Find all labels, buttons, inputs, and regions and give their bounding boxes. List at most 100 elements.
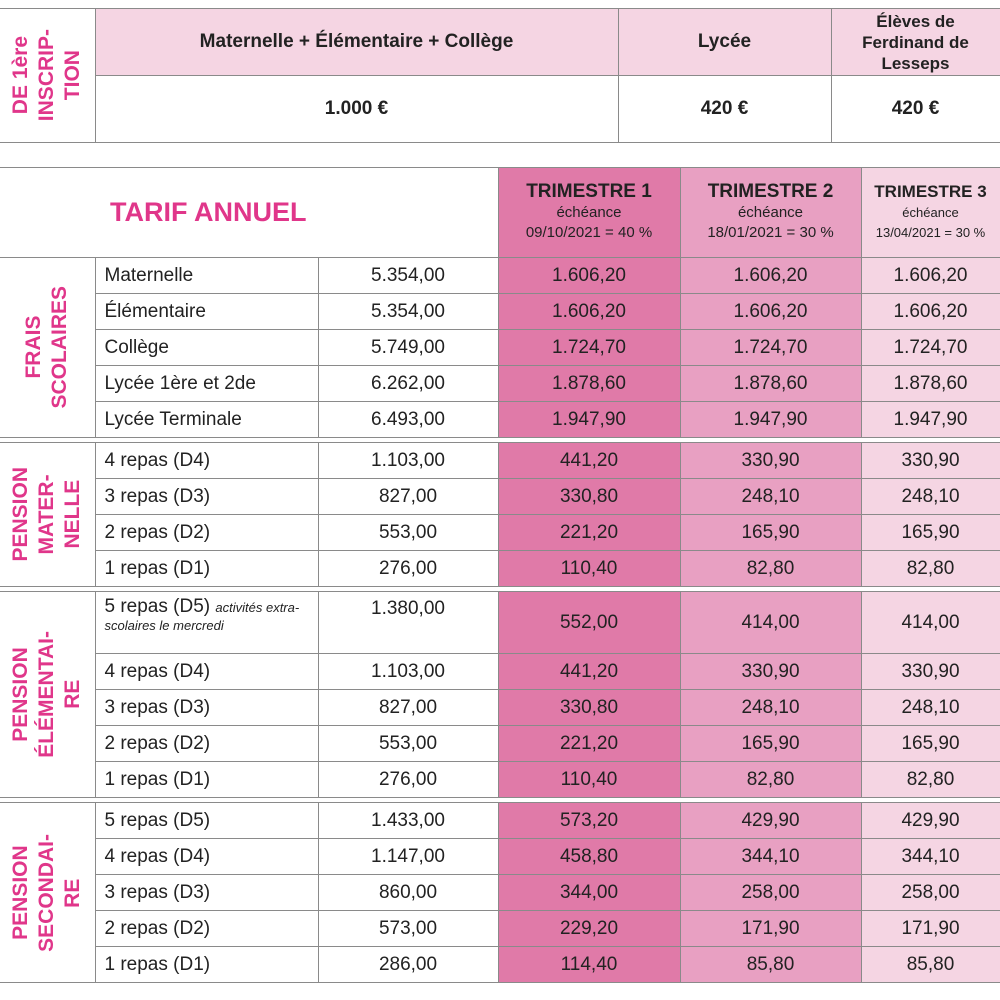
group-label: PENSION SECONDAI- RE (0, 802, 96, 983)
trimestre-2-amount: 248,10 (679, 478, 862, 515)
trimestre-1-amount: 344,00 (497, 874, 681, 911)
trimestre-due: 13/04/2021 = 30 % (875, 225, 986, 240)
trimestre-2-amount: 330,90 (679, 442, 862, 479)
annual-amount: 553,00 (317, 725, 499, 762)
trimestre-3-amount: 165,90 (860, 514, 1000, 551)
annual-amount: 5.354,00 (317, 293, 499, 330)
table-row: 1 repas (D1) 276,00 110,40 82,80 82,80 (0, 761, 1000, 798)
trimestre-sub: échéance (737, 204, 804, 221)
trimestre-1-amount: 441,20 (497, 442, 681, 479)
annual-amount: 1.103,00 (317, 653, 499, 690)
header-trimestre-1: TRIMESTRE 1 échéance 09/10/2021 = 40 % (497, 167, 681, 258)
row-name: 3 repas (D3) (94, 689, 319, 726)
trimestre-2-amount: 258,00 (679, 874, 862, 911)
trimestre-2-amount: 344,10 (679, 838, 862, 875)
row-name: 4 repas (D4) (94, 838, 319, 875)
trimestre-2-amount: 248,10 (679, 689, 862, 726)
table-row: Collège 5.749,00 1.724,70 1.724,70 1.724,70 (0, 329, 1000, 366)
trimestre-3-amount: 330,90 (860, 653, 1000, 690)
trimestre-1-amount: 330,80 (497, 689, 681, 726)
trimestre-2-amount: 165,90 (679, 725, 862, 762)
trimestre-due: 09/10/2021 = 40 % (525, 224, 653, 241)
trimestre-3-amount: 85,80 (860, 946, 1000, 983)
annual-amount: 553,00 (317, 514, 499, 551)
group-label-text: PENSION ÉLÉMENTAI- RE (8, 631, 86, 758)
row-name: 2 repas (D2) (94, 910, 319, 947)
fee-maternelle-college: 1.000 € (94, 75, 619, 143)
table-row: Élémentaire 5.354,00 1.606,20 1.606,20 1.606… (0, 293, 1000, 330)
column-header-lycee: Lycée (617, 8, 832, 76)
trimestre-2-amount: 85,80 (679, 946, 862, 983)
row-name: 4 repas (D4) (94, 442, 319, 479)
trimestre-1-amount: 221,20 (497, 514, 681, 551)
trimestre-3-amount: 1.724,70 (860, 329, 1000, 366)
trimestre-1-amount: 552,00 (497, 591, 681, 654)
header-trimestre-2: TRIMESTRE 2 échéance 18/01/2021 = 30 % (679, 167, 862, 258)
group-label-line: PENSION (9, 467, 33, 562)
inscription-label: DE 1ère INSCRIP- TION (0, 8, 96, 143)
row-name: 4 repas (D4) (94, 653, 319, 690)
trimestre-2-amount: 1.606,20 (679, 257, 862, 294)
table-row: 2 repas (D2) 573,00 229,20 171,90 171,90 (0, 910, 1000, 947)
trimestre-1-amount: 229,20 (497, 910, 681, 947)
table-row: 2 repas (D2) 553,00 221,20 165,90 165,90 (0, 725, 1000, 762)
group-label-line: SCOLAIRES (48, 286, 72, 409)
table-row: 3 repas (D3) 827,00 330,80 248,10 248,10 (0, 478, 1000, 515)
row-name: 1 repas (D1) (94, 550, 319, 587)
trimestre-2-amount: 171,90 (679, 910, 862, 947)
trimestre-3-amount: 1.606,20 (860, 293, 1000, 330)
group-label-line: SECONDAI- (35, 833, 59, 952)
group-label-line: PENSION (9, 647, 33, 742)
table-row: Lycée Terminale 6.493,00 1.947,90 1.947,90 1… (0, 401, 1000, 438)
group-label: FRAIS SCOLAIRES (0, 257, 96, 438)
trimestre-3-amount: 82,80 (860, 761, 1000, 798)
trimestre-3-amount: 414,00 (860, 591, 1000, 654)
table-row: PENSION MATER- NELLE 4 repas (D4) 1.103,00 44… (0, 442, 1000, 587)
trimestre-due: 18/01/2021 = 30 % (707, 224, 834, 241)
annual-amount: 1.103,00 (317, 442, 499, 479)
annual-amount: 276,00 (317, 761, 499, 798)
trimestre-3-amount: 429,90 (860, 802, 1000, 839)
inscription-label-line: INSCRIP- (35, 29, 59, 122)
row-name: 2 repas (D2) (94, 725, 319, 762)
trimestre-1-amount: 573,20 (497, 802, 681, 839)
table-row: PENSION SECONDAI- RE 5 repas (D5) 1.433,00 57… (0, 802, 1000, 983)
trimestre-2-amount: 82,80 (679, 550, 862, 587)
row-name: Élémentaire (94, 293, 319, 330)
table-row: 4 repas (D4) 1.103,00 441,20 330,90 330,90 (0, 653, 1000, 690)
trimestre-3-amount: 248,10 (860, 478, 1000, 515)
trimestre-3-amount: 165,90 (860, 725, 1000, 762)
trimestre-2-amount: 1.606,20 (679, 293, 862, 330)
annual-amount: 5.354,00 (317, 257, 499, 294)
trimestre-3-amount: 1.606,20 (860, 257, 1000, 294)
annual-amount: 276,00 (317, 550, 499, 587)
trimestre-label: TRIMESTRE 2 (707, 181, 834, 202)
trimestre-1-amount: 441,20 (497, 653, 681, 690)
trimestre-2-amount: 429,90 (679, 802, 862, 839)
table-row: 1 repas (D1) 286,00 114,40 85,80 85,80 (0, 946, 1000, 983)
annual-amount: 827,00 (317, 478, 499, 515)
column-header-maternelle-college: Maternelle + Élémentaire + Collège (94, 8, 619, 76)
row-name: 5 repas (D5) activités extra-scolaires l… (94, 591, 319, 654)
row-name: Collège (94, 329, 319, 366)
group-label-text: FRAIS SCOLAIRES (21, 286, 73, 409)
annual-amount: 860,00 (317, 874, 499, 911)
trimestre-3-amount: 82,80 (860, 550, 1000, 587)
table-row: 1 repas (D1) 276,00 110,40 82,80 82,80 (0, 550, 1000, 587)
trimestre-3-amount: 248,10 (860, 689, 1000, 726)
tarif-table: TARIF ANNUEL TRIMESTRE 1 échéance 09/10/20… (0, 167, 1000, 983)
trimestre-3-amount: 171,90 (860, 910, 1000, 947)
group-label-line: PENSION (9, 845, 33, 940)
row-name: 2 repas (D2) (94, 514, 319, 551)
trimestre-1-amount: 110,40 (497, 550, 681, 587)
row-note: activités extra-scolaires le mercredi (104, 600, 300, 633)
tarif-title-cell: TARIF ANNUEL (0, 167, 499, 258)
table-row: 4 repas (D4) 1.147,00 458,80 344,10 344,10 (0, 838, 1000, 875)
trimestre-2-amount: 82,80 (679, 761, 862, 798)
trimestre-label: TRIMESTRE 1 (526, 181, 652, 202)
annual-amount: 1.147,00 (317, 838, 499, 875)
trimestre-1-amount: 458,80 (497, 838, 681, 875)
trimestre-1-amount: 1.606,20 (497, 257, 681, 294)
trimestre-2-amount: 165,90 (679, 514, 862, 551)
trimestre-1-amount: 1.724,70 (497, 329, 681, 366)
